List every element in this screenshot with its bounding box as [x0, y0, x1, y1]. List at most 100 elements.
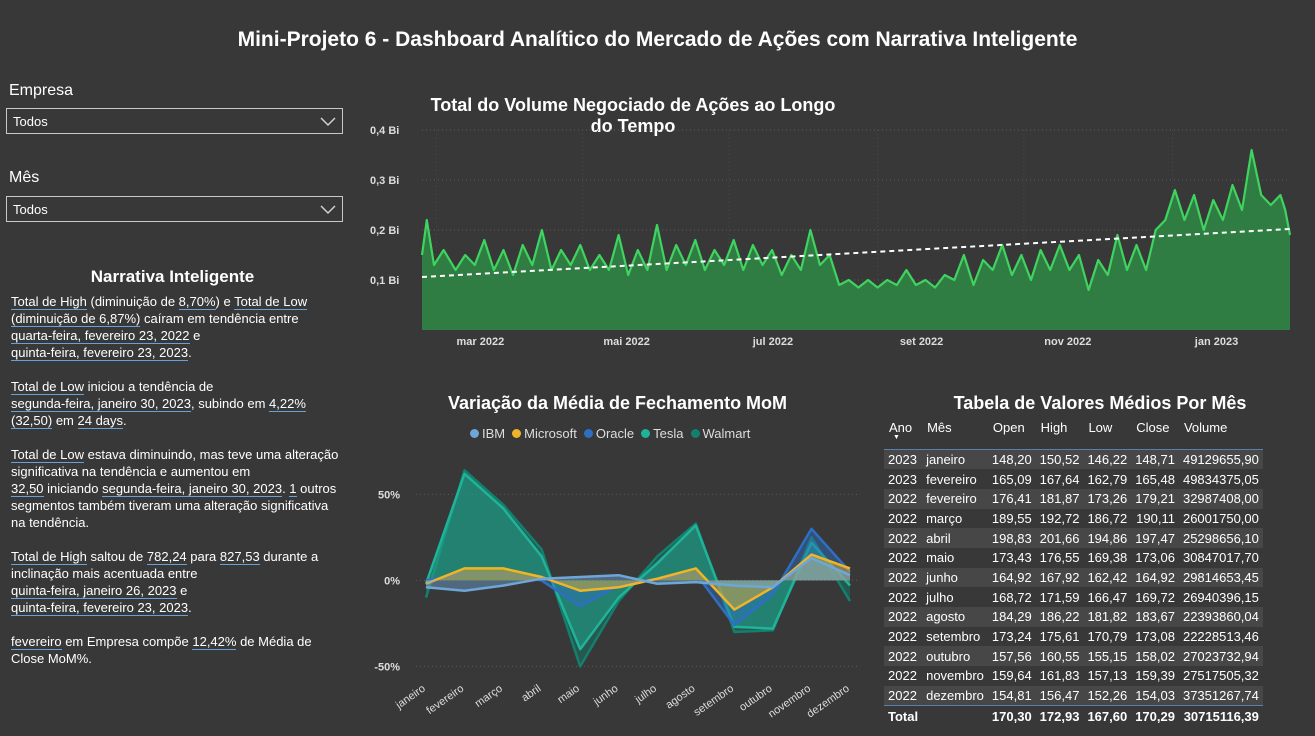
narrative-paragraph-4: Total de High saltou de 782,24 para 827,…	[11, 548, 341, 616]
mom-chart-legend: IBM Microsoft Oracle Tesla Walmart	[470, 426, 753, 441]
table-cell: 22228513,46	[1178, 626, 1263, 647]
table-row[interactable]: 2022 maio 173,43 176,55 169,38 173,06 30847017…	[884, 547, 1263, 568]
table-cell: 157,13	[1083, 666, 1132, 686]
x-tick-label: janeiro	[393, 683, 428, 712]
x-tick-label: abril	[519, 683, 543, 705]
table-cell: 25298656,10	[1178, 528, 1263, 548]
table-row[interactable]: 2022 março 189,55 192,72 186,72 190,11 2600175…	[884, 508, 1263, 529]
table-cell: março	[922, 508, 988, 529]
value-link[interactable]: 4,22%	[269, 396, 306, 412]
value-link[interactable]: (32,50)	[11, 413, 53, 429]
total-cell: 170,29	[1131, 704, 1179, 728]
column-header[interactable]: Volume	[1178, 418, 1263, 450]
volume-line[interactable]	[420, 148, 1292, 292]
empresa-dropdown[interactable]: Todos	[6, 108, 343, 134]
legend-item[interactable]: Walmart	[690, 426, 750, 441]
table-row[interactable]: 2022 junho 164,92 167,92 162,42 164,92 2981465…	[884, 567, 1263, 588]
total-cell: 172,93	[1035, 704, 1084, 728]
narrative-text-fragment: em Empresa compõe	[61, 634, 193, 649]
legend-label: IBM	[482, 426, 506, 441]
date-link[interactable]: quinta-feira, janeiro 26, 2023	[11, 583, 177, 599]
column-header[interactable]: Open	[987, 418, 1036, 450]
narrative-title: Narrativa Inteligente	[90, 267, 255, 286]
date-link[interactable]: quinta-feira, fevereiro 23, 2023	[11, 600, 189, 616]
table-cell: 181,82	[1083, 607, 1132, 627]
category-link[interactable]: fevereiro	[11, 634, 62, 650]
monthly-values-table: Ano ▼ Mês Open High Low Close Volume 2023 janeir…	[884, 418, 1263, 728]
value-link[interactable]: 827,53	[219, 549, 260, 565]
table-cell: 179,21	[1131, 488, 1179, 509]
table-row[interactable]: 2023 fevereiro 165,09 167,64 162,79 165,48 498…	[884, 469, 1263, 489]
table-row[interactable]: 2023 janeiro 148,20 150,52 146,22 148,71 49129…	[884, 449, 1263, 470]
table-row[interactable]: 2022 outubro 157,56 160,55 155,15 158,02 27023…	[884, 646, 1263, 667]
series-area	[426, 528, 850, 626]
column-header[interactable]: Mês	[922, 418, 988, 450]
table-row[interactable]: 2022 setembro 173,24 175,61 170,79 173,08 2222…	[884, 626, 1263, 647]
measure-link[interactable]: Total de Low	[11, 447, 84, 463]
table-cell: 173,06	[1131, 547, 1179, 568]
narrative-text-fragment: (diminuição de	[86, 294, 179, 309]
value-link[interactable]: 8,70%	[178, 294, 216, 310]
legend-label: Oracle	[595, 426, 635, 441]
date-link[interactable]: quinta-feira, fevereiro 23, 2023	[11, 345, 189, 361]
narrative-text-fragment: .	[282, 481, 290, 496]
table-cell: 166,47	[1083, 587, 1132, 607]
sort-desc-icon: ▼	[893, 434, 900, 441]
legend-item[interactable]: IBM	[470, 426, 505, 441]
table-cell: 171,59	[1035, 587, 1084, 607]
table-cell: 2022	[884, 488, 923, 509]
mes-dropdown[interactable]: Todos	[6, 196, 343, 222]
volume-chart[interactable]: 0,1 Bi 0,2 Bi 0,3 Bi 0,4 Bi mar 2022 mai 2022…	[360, 118, 1315, 358]
table-row[interactable]: 2022 julho 168,72 171,59 166,47 169,72 2694039…	[884, 587, 1263, 607]
table-cell: agosto	[922, 607, 988, 627]
empresa-dropdown-value: Todos	[13, 114, 48, 129]
x-tick-label: dezembro	[805, 683, 852, 721]
table-row[interactable]: 2022 novembro 159,64 161,83 157,13 159,39 2751…	[884, 666, 1263, 686]
value-link[interactable]: (diminuição de 6,87%)	[11, 311, 141, 327]
y-tick-label: 0,3 Bi	[370, 175, 399, 187]
value-link[interactable]: 32,50	[11, 481, 44, 497]
legend-item[interactable]: Tesla	[641, 426, 684, 441]
legend-item[interactable]: Microsoft	[512, 426, 577, 441]
narrative-text-fragment: .	[188, 345, 192, 360]
measure-link[interactable]: Total de High	[11, 549, 87, 565]
table-row[interactable]: 2022 fevereiro 176,41 181,87 173,26 179,21 329…	[884, 488, 1263, 509]
narrative-text-fragment: iniciou a tendência de	[84, 379, 214, 394]
volume-area	[422, 150, 1290, 330]
table-row[interactable]: 2022 dezembro 154,81 156,47 152,26 154,03 3735…	[884, 685, 1263, 706]
table-cell: 167,64	[1035, 469, 1084, 489]
date-link[interactable]: segunda-feira, janeiro 30, 2023	[102, 481, 283, 497]
table-cell: 148,71	[1131, 449, 1179, 470]
legend-dot-icon	[470, 429, 479, 438]
trend-line	[421, 228, 1291, 278]
series-area	[426, 473, 850, 650]
column-header[interactable]: Ano ▼	[884, 418, 923, 450]
column-header[interactable]: Close	[1131, 418, 1179, 450]
measure-link[interactable]: Total de Low	[234, 294, 308, 310]
column-header[interactable]: High	[1035, 418, 1084, 450]
table-cell: 49129655,90	[1178, 449, 1263, 470]
series-line[interactable]	[425, 556, 851, 592]
value-link[interactable]: 12,42%	[192, 634, 237, 650]
x-tick-label: julho	[632, 683, 659, 707]
narrative-text-fragment: caíram em tendência entre	[140, 311, 299, 326]
table-cell: 26001750,00	[1178, 508, 1263, 529]
series-area	[426, 558, 850, 591]
narrative-paragraph-2: Total de Low iniciou a tendência de segu…	[11, 378, 341, 429]
table-row[interactable]: 2022 agosto 184,29 186,22 181,82 183,67 223938…	[884, 607, 1263, 627]
column-header[interactable]: Low	[1083, 418, 1132, 450]
measure-link[interactable]: Total de High	[11, 294, 87, 310]
date-link[interactable]: quarta-feira, fevereiro 23, 2022	[11, 328, 190, 344]
table-cell: 156,47	[1035, 685, 1084, 706]
table-cell: 157,56	[987, 646, 1036, 667]
value-link[interactable]: 782,24	[146, 549, 187, 565]
table-cell: 197,47	[1131, 528, 1179, 548]
date-link[interactable]: segunda-feira, janeiro 30, 2023	[11, 396, 191, 412]
legend-item[interactable]: Oracle	[583, 426, 635, 441]
total-cell	[922, 704, 988, 728]
measure-link[interactable]: Total de Low	[11, 379, 84, 395]
value-link[interactable]: 1	[289, 481, 297, 497]
table-row[interactable]: 2022 abril 198,83 201,66 194,86 197,47 2529865…	[884, 528, 1263, 548]
value-link[interactable]: 24 days	[77, 413, 124, 429]
